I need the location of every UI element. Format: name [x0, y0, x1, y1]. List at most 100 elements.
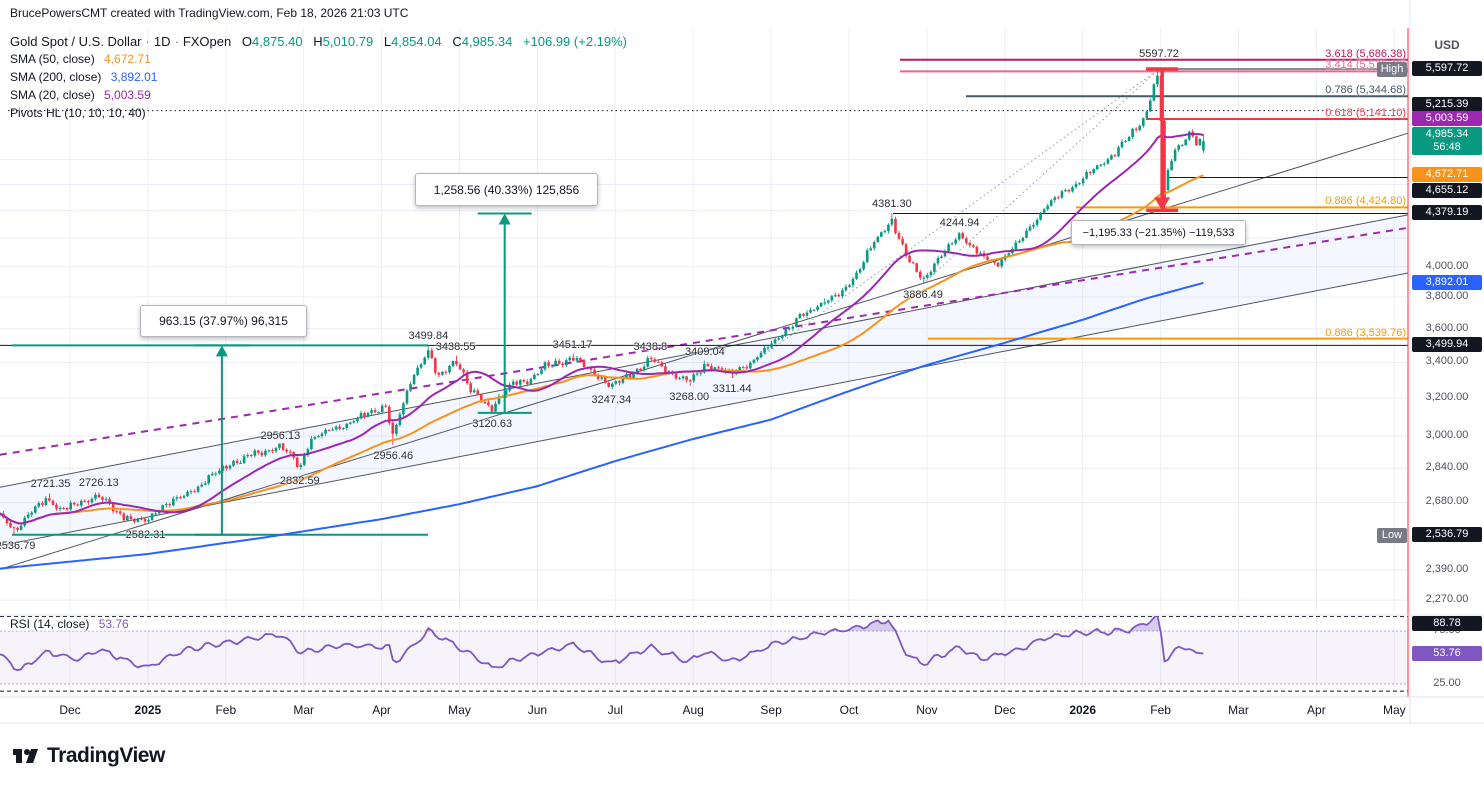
low-value: 4,854.04	[391, 34, 442, 49]
time-axis-label: Jun	[527, 703, 548, 717]
measure-label-down[interactable]: −1,195.33 (−21.35%) −119,533	[1071, 220, 1246, 245]
fib-level-label: 0.886 (4,424.80)	[1325, 195, 1406, 208]
price-axis-tick: 4,000.00	[1425, 259, 1469, 272]
rsi-axis-tick: 25.00	[1433, 677, 1461, 689]
sma50-value: 4,672.71	[104, 52, 151, 66]
time-axis-label: Apr	[1307, 703, 1326, 717]
price-axis-currency: USD	[1434, 38, 1460, 52]
rsi-legend[interactable]: RSI (14, close) 53.76	[8, 617, 131, 631]
fib-level-label: 0.786 (5,344.68)	[1325, 84, 1406, 97]
time-axis-label: Apr	[372, 703, 391, 717]
low-badge: Low	[1377, 528, 1407, 543]
indicator-row-pivots[interactable]: Pivots HL (10, 10, 10, 40)	[10, 106, 146, 120]
time-axis-label: 2025	[134, 703, 162, 717]
indicator-row-sma200[interactable]: SMA (200, close) 3,892.01	[10, 70, 158, 84]
time-axis-label: Aug	[682, 703, 704, 717]
pivot-label: 2582.31	[125, 529, 166, 542]
pivot-label: 2956.13	[260, 429, 301, 442]
price-badge: 2,536.79	[1412, 526, 1482, 542]
pivot-label: 2832.59	[279, 474, 320, 487]
exchange: FXOpen	[182, 34, 232, 49]
close-value: 4,985.34	[461, 34, 513, 49]
price-axis-tick: 3,200.00	[1425, 391, 1469, 404]
timeframe: 1D	[153, 34, 171, 49]
pivot-label: 3438.55	[435, 340, 476, 353]
fib-level-label: 3.618 (5,686.38)	[1325, 47, 1406, 60]
high-value: 5,010.79	[322, 34, 374, 49]
rsi-value: 53.76	[98, 617, 129, 631]
time-axis-label: May	[448, 703, 471, 717]
pivot-label: 3886.49	[903, 288, 943, 301]
time-axis-label: Mar	[1228, 703, 1249, 717]
high-badge: High	[1377, 62, 1407, 77]
time-axis-label: May	[1382, 703, 1406, 717]
time-axis-label: Dec	[994, 703, 1016, 717]
rsi-name: RSI (14, close)	[10, 617, 90, 631]
measure-label-up2[interactable]: 1,258.56 (40.33%) 125,856	[415, 173, 598, 206]
tradingview-logo[interactable]: TradingView	[12, 742, 165, 769]
time-axis-label: Sep	[760, 703, 782, 717]
price-badge: 5,003.59	[1412, 111, 1482, 126]
price-badge: 3,499.94	[1412, 337, 1482, 353]
sma200-value: 3,892.01	[110, 70, 158, 84]
pivot-label: 2721.35	[30, 478, 71, 491]
price-axis-tick: 3,600.00	[1425, 321, 1469, 334]
high-label: H	[313, 34, 323, 49]
indicator-row-sma50[interactable]: SMA (50, close) 4,672.71	[10, 52, 151, 66]
price-axis-tick: 3,800.00	[1425, 289, 1469, 302]
price-axis-tick: 2,680.00	[1425, 495, 1469, 508]
time-axis-label: Nov	[916, 703, 938, 717]
open-value: 4,875.40	[251, 34, 303, 49]
rsi-badge: 88.78	[1412, 616, 1482, 631]
pivot-label: 3409.04	[684, 345, 725, 358]
countdown-timer: 56:48	[1433, 141, 1461, 154]
price-badge: 5,215.39	[1412, 96, 1482, 112]
price-axis-tick: 2,270.00	[1425, 593, 1469, 606]
legend-panel: Gold Spot / U.S. Dollar · 1D · FXOpen O4,875…	[10, 34, 627, 124]
close-label: C	[452, 34, 462, 49]
pivot-label: 3499.84	[408, 330, 449, 343]
rsi-badge: 53.76	[1412, 645, 1482, 661]
pivot-label: 3268.00	[669, 390, 710, 403]
pivot-label: 2956.46	[373, 449, 414, 462]
price-axis-tick: 2,840.00	[1425, 461, 1469, 474]
sma20-value: 5,003.59	[104, 88, 151, 102]
pivot-label: 2726.13	[78, 477, 119, 490]
price-badge: 5,597.72	[1412, 60, 1482, 76]
symbol-row[interactable]: Gold Spot / U.S. Dollar · 1D · FXOpen O4,875…	[10, 34, 628, 49]
pivot-label: 2536.79	[0, 539, 36, 552]
pivot-label: 3451.17	[552, 338, 593, 351]
pivot-label: 4381.30	[871, 198, 912, 211]
price-badge: 4,985.34 56:48	[1412, 127, 1482, 156]
indicator-row-sma20[interactable]: SMA (20, close) 5,003.59	[10, 88, 151, 102]
price-badge: 3,892.01	[1412, 274, 1482, 290]
fib-level-label: 0.886 (3,539.76)	[1325, 326, 1406, 339]
time-axis-label: Feb	[1150, 703, 1171, 717]
pivot-label: 3438.8	[633, 340, 668, 353]
fib-level-label: 0.618 (5,141.10)	[1325, 107, 1406, 120]
time-axis-label: Mar	[293, 703, 315, 717]
price-badge: 4,655.12	[1412, 183, 1482, 199]
price-axis-tick: 3,000.00	[1425, 429, 1469, 442]
time-axis-label: 2026	[1069, 703, 1097, 717]
time-axis-label: Oct	[839, 703, 859, 717]
tradingview-logo-icon	[13, 749, 38, 763]
tradingview-logo-text: TradingView	[47, 743, 165, 767]
open-label: O	[241, 34, 252, 49]
time-axis[interactable]	[0, 697, 1410, 723]
pivot-label: 3247.34	[591, 394, 632, 407]
price-badge: 4,672.71	[1412, 167, 1482, 183]
pivot-label: 5597.72	[1139, 47, 1179, 60]
time-axis-label: Dec	[59, 703, 81, 717]
low-label: L	[383, 34, 392, 49]
time-axis-label: Jul	[607, 703, 623, 717]
price-axis-tick: 3,400.00	[1425, 355, 1469, 368]
change-value: +106.99 (+2.19%)	[522, 34, 628, 49]
time-axis-label: Feb	[215, 703, 237, 717]
pivot-label: 4244.94	[939, 216, 980, 229]
symbol-name: Gold Spot / U.S. Dollar	[10, 34, 142, 49]
pivot-label: 3311.44	[712, 382, 752, 395]
measure-label-up1[interactable]: 963.15 (37.97%) 96,315	[140, 305, 307, 337]
